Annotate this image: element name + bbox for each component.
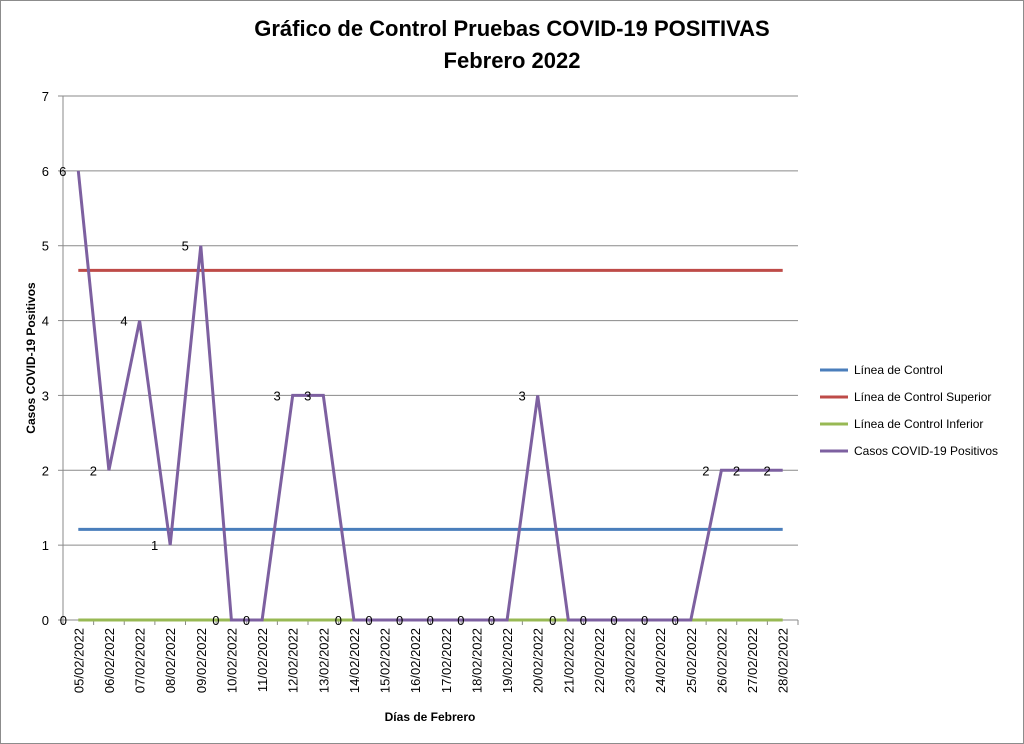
x-tick-label: 13/02/2022 xyxy=(316,628,331,693)
data-label: 6 xyxy=(59,164,66,179)
data-label: 3 xyxy=(304,388,311,403)
data-labels: 6 2 4 1 5 0 0 3 3 0 0 0 0 0 0 3 0 0 0 0 0 2 2 2 0 xyxy=(59,164,771,628)
legend: Línea de Control Línea de Control Superio… xyxy=(820,363,998,458)
data-label: 0 xyxy=(60,613,67,628)
x-tick-label: 18/02/2022 xyxy=(469,628,484,693)
data-label: 0 xyxy=(396,613,403,628)
data-label: 2 xyxy=(763,463,770,478)
x-tick-label: 20/02/2022 xyxy=(531,628,546,693)
gridlines xyxy=(63,95,798,546)
y-tick-labels: 0 1 2 3 4 5 6 7 xyxy=(42,89,49,628)
x-axis-title: Días de Febrero xyxy=(385,710,476,724)
y-tick-label: 2 xyxy=(42,463,49,478)
x-tick-label: 22/02/2022 xyxy=(592,628,607,693)
y-tick-label: 3 xyxy=(42,388,49,403)
x-tick-label: 24/02/2022 xyxy=(653,628,668,693)
x-tick-label: 09/02/2022 xyxy=(194,628,209,693)
series-line xyxy=(76,170,783,622)
x-tick-label: 14/02/2022 xyxy=(347,628,362,693)
x-tick-labels: 05/02/2022 06/02/2022 07/02/2022 08/02/2022… xyxy=(71,628,790,693)
legend-label: Casos COVID-19 Positivos xyxy=(854,444,998,458)
x-tick-label: 11/02/2022 xyxy=(255,628,270,692)
data-label: 0 xyxy=(212,613,219,628)
x-tick-label: 19/02/2022 xyxy=(500,628,515,693)
data-label: 2 xyxy=(702,463,709,478)
y-axis-title: Casos COVID-19 Positivos xyxy=(24,282,38,434)
data-label: 0 xyxy=(488,613,495,628)
legend-label: Línea de Control xyxy=(854,363,943,377)
x-tick-label: 17/02/2022 xyxy=(439,628,454,693)
x-tick-label: 21/02/2022 xyxy=(561,628,576,693)
data-label: 5 xyxy=(182,239,189,254)
x-tick-label: 08/02/2022 xyxy=(163,628,178,693)
y-tick-label: 6 xyxy=(42,164,49,179)
x-tick-label: 28/02/2022 xyxy=(776,628,791,693)
x-tick-label: 12/02/2022 xyxy=(286,628,301,693)
y-tick-label: 1 xyxy=(42,538,49,553)
data-label: 2 xyxy=(733,463,740,478)
axes xyxy=(58,95,799,625)
y-tick-label: 4 xyxy=(42,314,49,329)
data-label: 0 xyxy=(427,613,434,628)
data-label: 0 xyxy=(365,613,372,628)
x-tick-label: 27/02/2022 xyxy=(745,628,760,693)
data-label: 0 xyxy=(641,613,648,628)
chart-title: Gráfico de Control Pruebas COVID-19 POSI… xyxy=(254,16,770,41)
series-lines xyxy=(76,170,783,622)
data-label: 1 xyxy=(151,538,158,553)
x-tick-label: 05/02/2022 xyxy=(71,628,86,693)
x-tick-label: 15/02/2022 xyxy=(378,628,393,693)
chart-subtitle: Febrero 2022 xyxy=(443,48,581,73)
data-label: 0 xyxy=(243,613,250,628)
x-tick-label: 06/02/2022 xyxy=(102,628,117,693)
y-tick-label: 0 xyxy=(42,613,49,628)
data-label: 0 xyxy=(335,613,342,628)
x-tick-label: 23/02/2022 xyxy=(623,628,638,693)
x-tick-label: 16/02/2022 xyxy=(408,628,423,693)
x-tick-label: 10/02/2022 xyxy=(224,628,239,693)
x-tick-label: 07/02/2022 xyxy=(133,628,148,693)
x-tick-label: 26/02/2022 xyxy=(714,628,729,693)
data-label: 0 xyxy=(610,613,617,628)
legend-label: Línea de Control Superior xyxy=(854,390,991,404)
legend-label: Línea de Control Inferior xyxy=(854,417,983,431)
y-tick-label: 5 xyxy=(42,239,49,254)
data-label: 0 xyxy=(672,613,679,628)
data-label: 3 xyxy=(273,388,280,403)
data-label: 0 xyxy=(457,613,464,628)
y-tick-label: 7 xyxy=(42,89,49,104)
x-tick-label: 25/02/2022 xyxy=(684,628,699,693)
data-label: 0 xyxy=(549,613,556,628)
data-label: 3 xyxy=(518,388,525,403)
data-label: 2 xyxy=(90,463,97,478)
data-label: 4 xyxy=(120,314,127,329)
data-label: 0 xyxy=(580,613,587,628)
